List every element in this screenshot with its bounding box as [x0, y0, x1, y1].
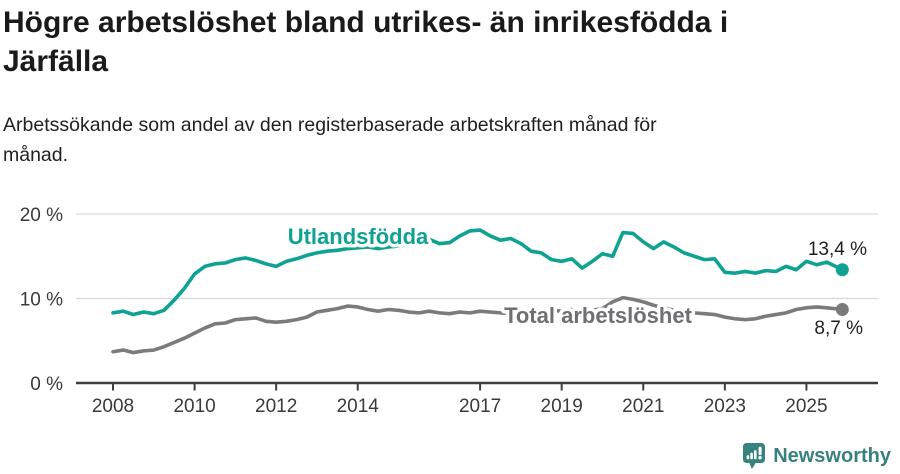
line-chart: 2008 2010 2012 2014 2017 2019 2021 2023 2025 0 % 1…	[20, 205, 878, 417]
series-label: Total arbetslöshet	[504, 303, 693, 328]
newsworthy-brand-name: Newsworthy	[773, 444, 891, 467]
page-title: Högre arbetslöshet bland utrikes- än inr…	[3, 3, 883, 81]
x-tick-label: 2012	[255, 396, 297, 417]
x-tick-label: 2017	[459, 396, 501, 417]
page-subtitle-line2: månad.	[3, 144, 69, 166]
x-tick-label: 2008	[92, 396, 134, 417]
y-tick-label: 0 %	[30, 374, 63, 395]
page-title-line2: Järfälla	[3, 45, 109, 78]
x-tick-label: 2014	[337, 396, 380, 417]
page-subtitle: Arbetssökande som andel av den registerb…	[3, 110, 863, 170]
x-tick-label: 2023	[704, 396, 746, 417]
x-tick-label: 2010	[173, 396, 215, 417]
x-tick-label: 2021	[622, 396, 664, 417]
page-title-line1: Högre arbetslöshet bland utrikes- än inr…	[3, 6, 729, 39]
series-end-dot	[835, 263, 849, 277]
x-tick-label: 2019	[541, 396, 583, 417]
series-line-total-arbetsl-shet	[111, 295, 845, 355]
series-end-value-label: 13,4 %	[808, 239, 867, 260]
page-subtitle-line1: Arbetssökande som andel av den registerb…	[3, 114, 657, 136]
series-label: Utlandsfödda	[288, 224, 429, 249]
series-end-dot	[835, 302, 849, 316]
y-tick-label: 20 %	[20, 205, 63, 226]
y-tick-label: 10 %	[20, 290, 63, 311]
series-line-utlandsf-dda	[111, 228, 845, 317]
newsworthy-branding: Newsworthy	[742, 442, 891, 470]
series-end-value-label: 8,7 %	[814, 318, 863, 339]
newsworthy-logo-icon	[743, 443, 766, 469]
x-tick-label: 2025	[785, 396, 827, 417]
